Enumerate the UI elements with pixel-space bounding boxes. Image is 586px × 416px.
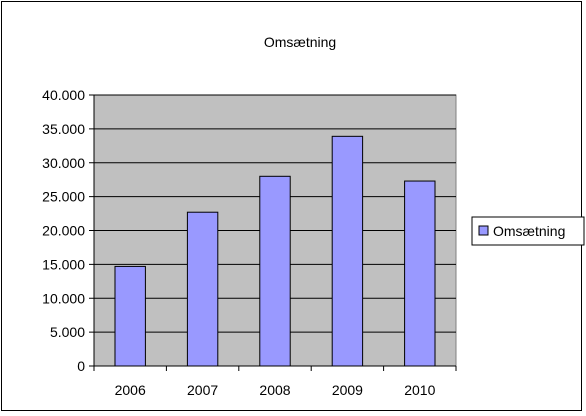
y-tick-label: 0 (77, 358, 85, 374)
legend: Omsætning (471, 216, 585, 246)
y-tick-label: 20.000 (42, 223, 85, 239)
bar-2010 (404, 180, 436, 367)
bar-2006 (114, 265, 146, 367)
chart-title: Omsætning (264, 34, 336, 50)
legend-swatch (478, 225, 489, 236)
y-tick-label: 25.000 (42, 189, 85, 205)
y-tick-label: 30.000 (42, 155, 85, 171)
legend-label: Omsætning (493, 223, 565, 239)
y-tick-label: 40.000 (42, 87, 85, 103)
axis-layer: 0 5.000 10.000 15.000 20.000 25.000 30.000 35.0… (42, 87, 457, 398)
x-tick-label: 2010 (404, 382, 435, 398)
y-tick-label: 5.000 (50, 324, 85, 340)
bar-2007 (186, 211, 219, 367)
bar-2009 (331, 135, 364, 367)
bar-layer (114, 135, 436, 367)
legend-box (471, 216, 585, 246)
bar-2008 (259, 175, 291, 367)
x-tick-label: 2007 (187, 382, 218, 398)
x-tick-label: 2008 (259, 382, 290, 398)
y-tick-label: 35.000 (42, 121, 85, 137)
y-tick-label: 10.000 (42, 290, 85, 306)
x-tick-label: 2006 (115, 382, 146, 398)
x-tick-label: 2009 (332, 382, 363, 398)
y-tick-label: 15.000 (42, 256, 85, 272)
